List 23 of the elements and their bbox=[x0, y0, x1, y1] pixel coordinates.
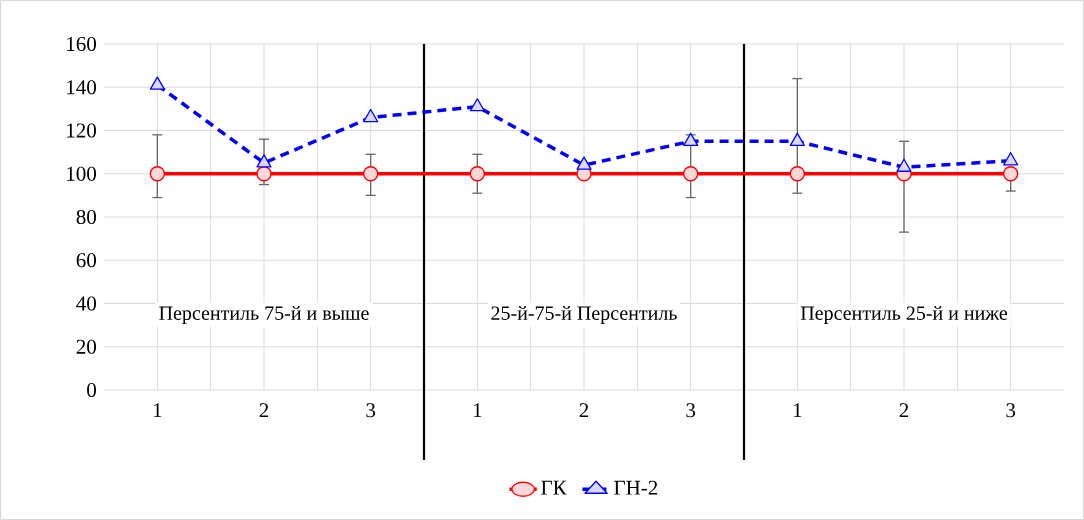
x-tick-label: 1 bbox=[473, 403, 482, 418]
annotation: 25-й-75-й Персентиль bbox=[491, 306, 677, 324]
x-tick-label: 2 bbox=[259, 403, 269, 418]
x-tick-label: 3 bbox=[686, 403, 696, 418]
y-tick-label: 160 bbox=[67, 36, 97, 52]
y-tick-label: 80 bbox=[76, 209, 97, 225]
y-tick-label: 100 bbox=[67, 166, 97, 181]
x-tick-label: 2 bbox=[899, 403, 909, 418]
y-tick-label: 120 bbox=[67, 123, 97, 138]
y-tick-label: 20 bbox=[76, 339, 97, 354]
annotation: Персентиль 25-й и ниже bbox=[800, 306, 1008, 324]
legend-label: ГК bbox=[541, 480, 567, 495]
y-tick-label: 0 bbox=[87, 382, 97, 398]
annotation: Персентиль 75-й и выше bbox=[159, 306, 369, 324]
x-tick-label: 3 bbox=[1006, 403, 1016, 418]
y-tick-label: 140 bbox=[67, 80, 97, 95]
x-tick-label: 3 bbox=[366, 403, 376, 418]
x-tick-label: 2 bbox=[579, 403, 589, 418]
x-tick-label: 1 bbox=[153, 403, 162, 418]
legend-label: ГН-2 bbox=[614, 480, 658, 495]
y-tick-label: 40 bbox=[76, 296, 97, 311]
y-tick-label: 60 bbox=[76, 253, 97, 268]
x-tick-label: 1 bbox=[793, 403, 802, 418]
